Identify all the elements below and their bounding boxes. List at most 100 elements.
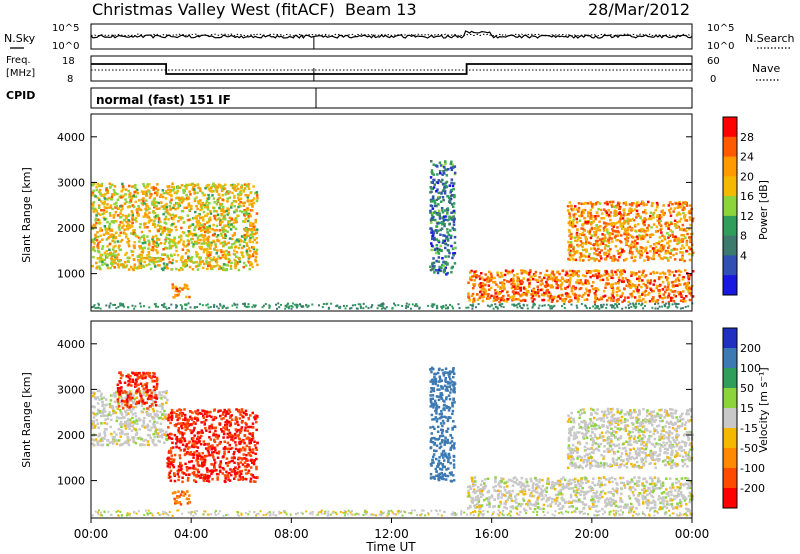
heatmap-cell: [153, 388, 157, 392]
heatmap-cell: [471, 300, 475, 303]
heatmap-cell: [572, 218, 575, 221]
heatmap-cell: [661, 300, 664, 304]
heatmap-cell: [688, 216, 692, 219]
heatmap-cell: [202, 250, 206, 254]
heatmap-cell: [108, 182, 111, 185]
heatmap-cell: [664, 290, 667, 294]
heatmap-cell: [146, 205, 150, 208]
heatmap-cell: [507, 294, 510, 297]
heatmap-cell: [98, 250, 101, 254]
heatmap-cell: [430, 198, 433, 202]
heatmap-cell: [163, 253, 166, 256]
heatmap-cell: [620, 234, 623, 237]
heatmap-cell: [230, 206, 233, 209]
heatmap-cell: [176, 186, 180, 190]
heatmap-cell: [216, 257, 219, 261]
heatmap-cell: [218, 196, 221, 199]
heatmap-cell: [138, 428, 141, 431]
heatmap-cell: [430, 200, 433, 203]
heatmap-cell: [223, 187, 227, 190]
heatmap-cell: [204, 186, 207, 190]
heatmap-cell: [143, 184, 146, 188]
heatmap-cell: [106, 266, 110, 270]
heatmap-cell: [92, 412, 96, 416]
heatmap-cell: [445, 237, 448, 240]
heatmap-cell: [213, 184, 217, 187]
heatmap-cell: [194, 210, 197, 214]
heatmap-cell: [239, 440, 243, 444]
heatmap-cell: [630, 243, 633, 246]
heatmap-cell: [141, 424, 145, 428]
heatmap-cell: [243, 477, 246, 481]
heatmap-cell: [245, 213, 248, 216]
heatmap-cell: [127, 214, 130, 218]
heatmap-cell: [227, 241, 230, 245]
heatmap-cell: [159, 242, 163, 245]
heatmap-cell: [106, 191, 109, 194]
heatmap-cell: [164, 217, 167, 221]
heatmap-cell: [494, 305, 497, 308]
heatmap-cell: [612, 257, 615, 261]
heatmap-cell: [540, 293, 544, 296]
heatmap-cell: [120, 423, 124, 426]
heatmap-cell: [206, 468, 209, 472]
heatmap-cell: [249, 414, 252, 417]
heatmap-cell: [401, 304, 403, 307]
heatmap-cell: [542, 291, 546, 295]
heatmap-cell: [597, 271, 601, 275]
heatmap-cell: [193, 240, 197, 244]
heatmap-cell: [484, 292, 488, 295]
heatmap-cell: [569, 276, 572, 280]
heatmap-cell: [443, 187, 446, 190]
heatmap-cell: [200, 242, 204, 245]
heatmap-cell: [565, 270, 568, 274]
heatmap-cell: [191, 466, 194, 470]
heatmap-cell: [430, 248, 433, 252]
heatmap-cell: [164, 238, 167, 242]
heatmap-cell: [592, 257, 595, 260]
heatmap-cell: [497, 292, 500, 296]
heatmap-cell: [140, 198, 144, 201]
heatmap-cell: [486, 294, 490, 298]
heatmap-cell: [139, 258, 143, 261]
heatmap-cell: [685, 243, 689, 247]
heatmap-cell: [179, 437, 183, 441]
heatmap-cell: [589, 217, 592, 220]
heatmap-cell: [579, 281, 583, 284]
heatmap-cell: [623, 227, 627, 231]
heatmap-cell: [249, 233, 252, 237]
heatmap-cell: [433, 199, 436, 203]
heatmap-cell: [658, 216, 661, 219]
heatmap-cell: [186, 249, 189, 252]
heatmap-cell: [585, 248, 588, 251]
heatmap-cell: [209, 306, 212, 308]
heatmap-cell: [142, 237, 146, 240]
heatmap-cell: [214, 214, 218, 218]
heatmap-cell: [578, 233, 582, 236]
heatmap-cell: [229, 264, 233, 268]
heatmap-cell: [219, 242, 222, 245]
heatmap-cell: [237, 423, 240, 427]
heatmap-cell: [335, 305, 338, 308]
heatmap-cell: [471, 275, 474, 278]
heatmap-cell: [192, 445, 196, 449]
heatmap-cell: [634, 245, 637, 249]
heatmap-cell: [120, 416, 123, 420]
heatmap-cell: [163, 229, 166, 233]
heatmap-cell: [510, 282, 513, 286]
heatmap-cell: [137, 207, 141, 210]
heatmap-cell: [256, 263, 259, 267]
heatmap-cell: [453, 228, 457, 232]
heatmap-cell: [549, 305, 552, 308]
heatmap-cell: [627, 300, 630, 304]
heatmap-cell: [430, 304, 433, 307]
heatmap-cell: [108, 224, 111, 228]
heatmap-cell: [581, 245, 584, 248]
heatmap-cell: [202, 240, 206, 243]
heatmap-cell: [639, 253, 642, 256]
heatmap-cell: [616, 259, 620, 262]
heatmap-cell: [689, 212, 692, 215]
heatmap-cell: [588, 289, 591, 292]
heatmap-cell: [444, 255, 447, 258]
heatmap-cell: [131, 221, 134, 225]
